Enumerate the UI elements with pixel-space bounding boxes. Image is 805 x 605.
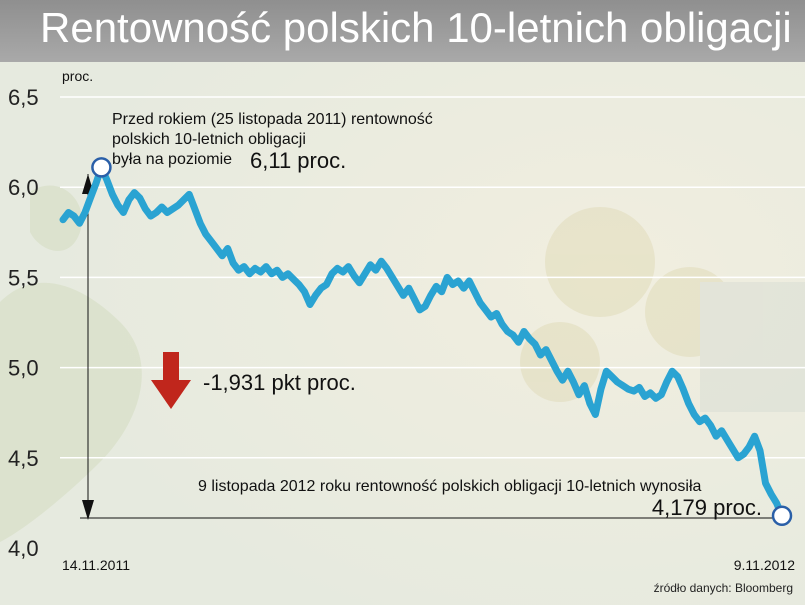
end-point-marker	[771, 505, 793, 526]
chart-grid	[60, 96, 805, 459]
x-start-label: 14.11.2011	[62, 557, 130, 573]
y-tick-label: 4,0	[8, 536, 39, 561]
y-tick-label: 4,5	[8, 446, 39, 471]
start-point-marker	[91, 157, 112, 178]
start-note-line-3: była na poziomie	[112, 151, 232, 168]
start-value-label: 6,11 proc.	[250, 148, 346, 173]
y-axis-unit-label: proc.	[62, 68, 93, 84]
change-label: -1,931 pkt proc.	[203, 370, 356, 395]
title-bar: Rentowność polskich 10-letnich obligacji	[0, 0, 805, 64]
chart-background	[0, 62, 805, 605]
start-note-line-1: Przed rokiem (25 listopada 2011) rentown…	[112, 111, 433, 128]
end-value-label: 4,179 proc.	[652, 495, 762, 520]
y-tick-label: 6,5	[8, 85, 39, 110]
yield-chart: 6,5 6,0 5,5 5,0 4,5 4,0 proc. Przed rokiem (2…	[0, 62, 805, 605]
series-line	[59, 163, 786, 520]
x-end-label: 9.11.2012	[734, 557, 795, 573]
y-axis-ticks: 6,5 6,0 5,5 5,0 4,5 4,0	[8, 85, 39, 561]
chart-title: Rentowność polskich 10-letnich obligacji	[40, 4, 792, 51]
y-tick-label: 5,5	[8, 265, 39, 290]
start-note-line-2: polskich 10-letnich obligacji	[112, 131, 306, 148]
source-note: źródło danych: Bloomberg	[654, 581, 793, 595]
background-decoration	[0, 185, 805, 542]
y-tick-label: 6,0	[8, 175, 39, 200]
y-tick-label: 5,0	[8, 356, 39, 381]
end-note: 9 listopada 2012 roku rentowność polskic…	[198, 478, 702, 495]
down-arrow-icon	[151, 352, 191, 409]
